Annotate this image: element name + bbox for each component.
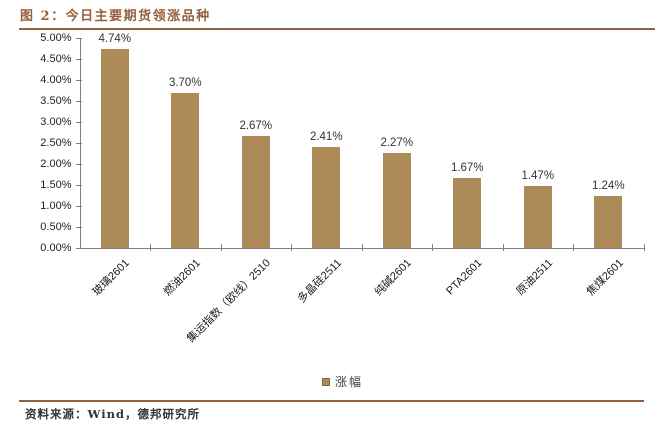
x-axis-tick <box>643 244 645 251</box>
bar <box>382 152 411 248</box>
bar-value-label: 2.27% <box>380 136 414 149</box>
y-axis-tick-label: 5.00% <box>40 32 72 44</box>
y-axis-tick <box>75 80 82 81</box>
bar-value-label: 2.41% <box>309 130 343 143</box>
y-axis-tick <box>75 101 82 102</box>
y-axis-tick-label: 2.50% <box>40 137 72 149</box>
x-axis-tick <box>361 244 363 251</box>
x-axis-tick <box>573 244 574 251</box>
y-axis-tick-label: 2.00% <box>40 158 72 170</box>
x-category-label: 玻璃2601 <box>90 257 133 299</box>
x-axis-tick <box>150 244 151 251</box>
y-axis-tick-label: 1.50% <box>40 179 72 191</box>
bar-value-label: 2.67% <box>239 119 273 132</box>
source-note: 资料来源：Wind，德邦研究所 <box>25 407 200 421</box>
y-axis-tick <box>75 122 82 123</box>
bar-value-label: 1.24% <box>591 179 625 192</box>
figure-title: 图 2：今日主要期货领涨品种 <box>20 9 211 24</box>
title-divider-rule <box>19 28 655 30</box>
x-category-label: PTA2601 <box>444 257 485 298</box>
y-axis-tick-label: 1.00% <box>40 200 72 212</box>
chart-legend: 涨幅 <box>322 373 363 390</box>
y-axis-tick-label: 4.50% <box>40 53 72 65</box>
y-axis-tick <box>75 185 82 186</box>
y-axis-tick <box>75 248 82 249</box>
bar-value-label: 4.74% <box>98 32 132 45</box>
bar <box>241 135 270 248</box>
x-category-label: 多晶硅2511 <box>295 257 344 306</box>
bar <box>312 146 341 248</box>
legend-series-label: 涨幅 <box>335 375 364 389</box>
y-axis-tick <box>75 164 82 165</box>
y-axis-tick <box>75 143 82 144</box>
bar <box>453 177 482 248</box>
x-axis-tick <box>220 244 222 251</box>
x-category-label: 集运指数（欧线）2510 <box>185 257 274 346</box>
x-axis-tick <box>291 244 292 251</box>
y-axis-tick-label: 3.50% <box>40 95 72 107</box>
bar <box>523 186 552 248</box>
y-axis-tick-label: 4.00% <box>40 74 72 86</box>
x-axis-tick <box>502 244 504 251</box>
y-axis-tick-label: 3.00% <box>40 116 72 128</box>
y-axis-tick <box>75 227 82 228</box>
x-category-label: 纯碱2601 <box>372 257 415 299</box>
y-axis-tick <box>75 38 82 39</box>
source-divider-rule <box>19 400 644 402</box>
y-axis-tick <box>75 59 82 60</box>
bar <box>100 48 129 248</box>
x-category-label: 焦煤2601 <box>584 257 626 299</box>
bar <box>171 92 200 248</box>
bar <box>594 195 623 248</box>
y-axis-tick-label: 0.00% <box>40 242 72 254</box>
bar-value-label: 3.70% <box>168 76 202 89</box>
x-category-label: 燃油2601 <box>161 257 203 299</box>
x-category-label: 原油2511 <box>514 257 556 298</box>
y-axis-tick <box>75 206 82 207</box>
bar-value-label: 1.47% <box>521 170 555 183</box>
x-axis-tick <box>432 244 433 251</box>
bar-value-label: 1.67% <box>450 161 484 174</box>
legend-color-swatch-icon <box>322 377 330 386</box>
y-axis-tick-label: 0.50% <box>40 221 72 233</box>
